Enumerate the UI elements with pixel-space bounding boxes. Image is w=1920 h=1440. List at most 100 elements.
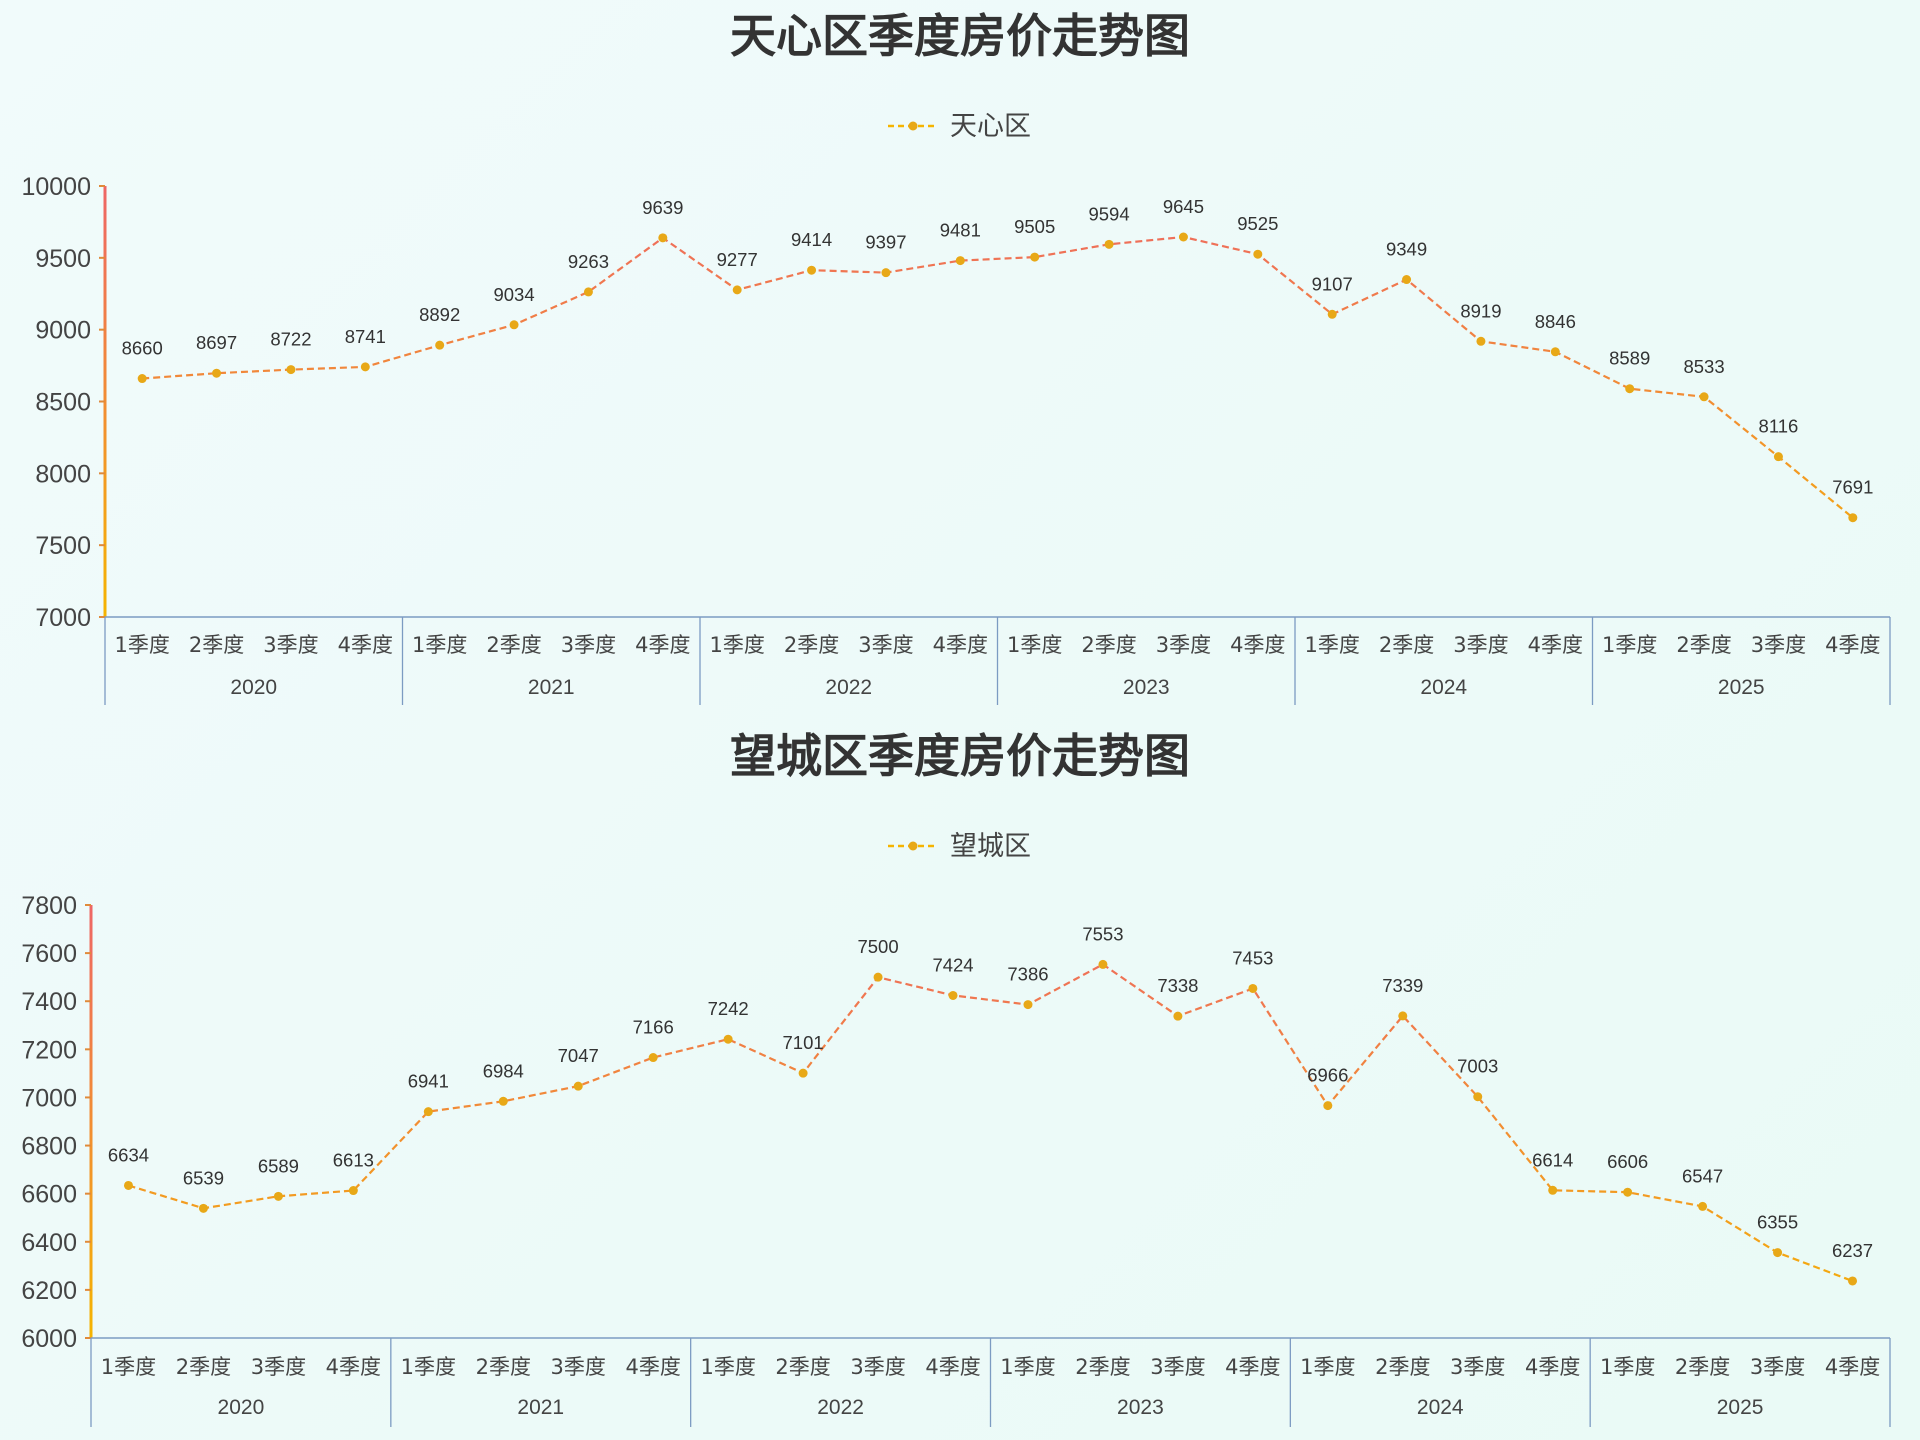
data-label: 9481: [940, 220, 981, 241]
data-label: 6634: [108, 1144, 149, 1165]
y-tick-label: 6800: [21, 1133, 77, 1161]
x-tick-label: 4季度: [933, 633, 988, 657]
data-label: 8116: [1759, 416, 1799, 437]
legend-label: 天心区: [950, 111, 1031, 142]
year-label: 2024: [1417, 1396, 1464, 1419]
data-point: [137, 374, 147, 384]
data-label: 6606: [1607, 1151, 1648, 1172]
y-tick-label: 9500: [35, 245, 91, 273]
y-tick-label: 10000: [21, 173, 91, 201]
data-label: 9639: [642, 197, 683, 218]
x-tick-label: 3季度: [858, 633, 913, 657]
data-point: [723, 1034, 733, 1044]
data-point: [1178, 232, 1188, 242]
y-tick-label: 7200: [21, 1036, 77, 1064]
x-tick-label: 3季度: [1450, 1355, 1505, 1379]
data-point: [1699, 392, 1709, 402]
data-point: [1098, 959, 1108, 969]
data-label: 7166: [633, 1017, 674, 1038]
data-point: [1698, 1201, 1708, 1211]
y-tick-label: 7000: [21, 1084, 77, 1112]
series-line: [142, 235, 1854, 519]
y-tick-label: 9000: [35, 317, 91, 345]
x-tick-label: 1季度: [401, 1355, 456, 1379]
x-tick-label: 3季度: [561, 633, 616, 657]
legend-label: 望城区: [950, 831, 1031, 862]
x-tick-label: 1季度: [1000, 1355, 1055, 1379]
year-label: 2025: [1718, 676, 1765, 699]
data-point: [583, 287, 593, 297]
data-point: [1398, 1011, 1408, 1021]
data-point: [1848, 513, 1858, 523]
data-label: 6614: [1532, 1149, 1573, 1170]
x-tick-label: 2季度: [1375, 1355, 1430, 1379]
data-point: [286, 365, 296, 375]
legend: 天心区: [888, 111, 1031, 142]
data-point: [573, 1081, 583, 1091]
data-label: 6355: [1757, 1212, 1798, 1233]
data-label: 8660: [122, 338, 163, 359]
y-tick-label: 7400: [21, 988, 77, 1016]
x-tick-label: 4季度: [1825, 1355, 1880, 1379]
year-label: 2020: [230, 676, 277, 699]
x-tick-label: 4季度: [326, 1355, 381, 1379]
data-point: [1104, 239, 1114, 249]
data-point: [1402, 275, 1412, 285]
x-tick-label: 1季度: [1300, 1355, 1355, 1379]
data-point: [423, 1107, 433, 1117]
data-label: 6237: [1832, 1240, 1873, 1261]
y-tick-label: 7800: [21, 892, 77, 920]
y-tick-label: 8000: [35, 460, 91, 488]
data-point: [1848, 1276, 1858, 1286]
legend-marker-icon: [908, 841, 918, 851]
x-tick-label: 3季度: [263, 633, 318, 657]
data-label: 9034: [493, 284, 534, 305]
x-tick-label: 2季度: [1675, 1355, 1730, 1379]
data-point: [955, 256, 965, 266]
x-tick-label: 1季度: [412, 633, 467, 657]
x-tick-label: 1季度: [101, 1355, 156, 1379]
x-tick-label: 3季度: [1453, 633, 1508, 657]
data-label: 7338: [1157, 975, 1198, 996]
data-point: [1248, 983, 1258, 993]
data-label: 8697: [196, 332, 237, 353]
data-point: [1625, 384, 1635, 394]
y-tick-label: 6600: [21, 1181, 77, 1209]
x-tick-label: 1季度: [1305, 633, 1360, 657]
data-label: 6984: [483, 1060, 524, 1081]
year-label: 2023: [1117, 1396, 1164, 1419]
x-tick-label: 1季度: [115, 633, 170, 657]
data-label: 7691: [1832, 477, 1873, 498]
x-tick-label: 2季度: [189, 633, 244, 657]
x-tick-label: 4季度: [1528, 633, 1583, 657]
data-label: 6539: [183, 1167, 224, 1188]
data-point: [435, 340, 445, 350]
x-tick-label: 2季度: [784, 633, 839, 657]
y-tick-label: 7600: [21, 940, 77, 968]
data-point: [1548, 1185, 1558, 1195]
data-label: 9594: [1088, 203, 1129, 224]
y-tick-label: 7500: [35, 532, 91, 560]
data-point: [1023, 1000, 1033, 1010]
data-label: 7003: [1457, 1056, 1498, 1077]
data-label: 6613: [333, 1150, 374, 1171]
data-point: [732, 285, 742, 295]
data-point: [1173, 1011, 1183, 1021]
x-tick-label: 2季度: [1379, 633, 1434, 657]
data-label: 7101: [783, 1032, 824, 1053]
data-label: 9505: [1014, 216, 1055, 237]
year-label: 2022: [817, 1396, 864, 1419]
data-label: 8919: [1460, 300, 1501, 321]
data-label: 9263: [568, 251, 609, 272]
x-tick-label: 3季度: [1751, 633, 1806, 657]
year-label: 2021: [528, 676, 575, 699]
data-point: [348, 1186, 358, 1196]
chart-title: 天心区季度房价走势图: [730, 9, 1190, 63]
data-point: [1623, 1187, 1633, 1197]
data-point: [807, 265, 817, 275]
year-label: 2023: [1123, 676, 1170, 699]
data-point: [509, 320, 519, 330]
data-point: [1773, 452, 1783, 462]
